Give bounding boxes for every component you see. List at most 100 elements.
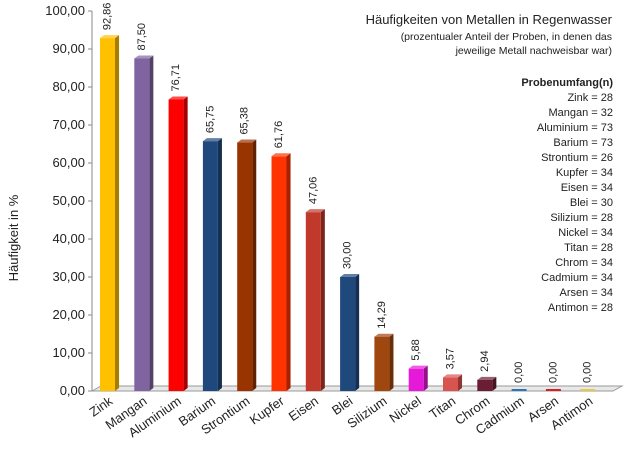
bar-side [286,153,291,391]
legend-title: Probenumfang(n) [521,77,613,89]
bar-top [477,376,497,380]
chart-title: Häufigkeiten von Metallen in Regenwasser [366,12,613,27]
bar-chrom: 2,94 [477,350,497,391]
value-label: 65,38 [239,107,251,135]
y-axis-label: Häufigkeit in % [6,194,21,281]
y-tick-label: 10,00 [52,345,85,360]
bar-eisen: 47,06 [305,177,325,391]
legend-item: Strontium = 26 [541,152,613,164]
bar-titan: 3,57 [443,348,463,391]
bar-front [271,156,287,391]
bar-front [511,389,527,391]
bar-kupfer: 61,76 [271,121,291,391]
bar-front [408,368,424,391]
value-label: 14,29 [376,301,388,329]
value-label: 92,86 [102,3,114,31]
bar-front [202,141,218,391]
chart-subtitle-line-2: jeweilige Metall nachweisbar war) [455,45,612,57]
bar-front [168,99,184,391]
y-tick-label: 70,00 [52,117,85,132]
bar-top [374,333,394,337]
legend-item: Blei = 30 [570,197,613,209]
bar-side [115,35,120,392]
bar-arsen: 0,00 [545,362,561,391]
value-label: 61,76 [273,121,285,149]
legend-item: Mangan = 32 [548,107,613,119]
bar-side [492,376,497,391]
value-label: 3,57 [445,348,457,369]
bar-top [271,153,291,157]
value-label: 2,94 [479,350,491,371]
bar-blei: 30,00 [340,241,360,391]
bar-front [443,377,458,391]
value-label: 30,00 [342,241,354,269]
bar-front [580,389,596,391]
bar-top [340,274,360,277]
bar-top [100,35,120,39]
bar-top [443,374,463,378]
y-tick-label: 50,00 [52,193,85,208]
bar-side [423,365,428,391]
bar-side [355,274,360,391]
y-tick-label: 60,00 [52,155,85,170]
legend-item: Chrom = 34 [555,257,613,269]
value-label: 47,06 [307,177,319,205]
bar-front [134,58,150,391]
bar-front [374,336,390,391]
bar-top [134,55,154,59]
bar-top [408,365,428,369]
y-tick-label: 90,00 [52,41,85,56]
value-label: 0,00 [547,362,559,383]
legend-item: Aluminium = 73 [537,122,613,134]
legend-item: Arsen = 34 [559,287,613,299]
bar-top [202,138,222,142]
chart-subtitle-line-1: (prozentualer Anteil der Proben, in dene… [401,31,612,43]
bar-side [320,209,325,391]
bar-barium: 65,75 [202,106,222,391]
bar-side [252,139,257,391]
bar-side [389,333,394,391]
legend-item: Antimon = 28 [548,302,613,314]
bar-side [149,55,154,391]
bars-group: 92,86 87,50 76,71 65,75 65,38 61,76 47,06 30,00… [100,3,596,392]
bar-front [477,379,493,391]
value-label: 87,50 [136,23,148,51]
y-tick-label: 100,00 [45,3,85,18]
bar-antimon: 0,00 [580,362,596,391]
legend-item: Zink = 28 [567,92,613,104]
bar-top [305,209,325,213]
bar-top [168,96,188,100]
value-label: 0,00 [582,362,594,383]
legend-item: Kupfer = 34 [556,167,613,179]
bar-front [545,389,561,391]
bar-aluminium: 76,71 [168,64,188,391]
bar-zink: 92,86 [100,3,120,392]
value-label: 65,75 [204,106,216,134]
value-label: 0,00 [513,362,525,383]
y-tick-label: 30,00 [52,269,85,284]
bar-front [100,38,115,392]
legend-item: Eisen = 34 [561,182,613,194]
bar-strontium: 65,38 [237,107,257,391]
y-tick-label: 20,00 [52,307,85,322]
bar-side [458,374,463,391]
legend-item: Silizium = 28 [550,212,613,224]
legend-item: Titan = 28 [564,242,613,254]
bar-silizium: 14,29 [374,301,394,391]
value-label: 5,88 [410,339,422,360]
bar-front [305,212,321,391]
y-tick-label: 40,00 [52,231,85,246]
bar-front [237,142,253,391]
bar-side [217,138,222,391]
bar-nickel: 5,88 [408,339,428,391]
y-tick-label: 80,00 [52,79,85,94]
bar-side [183,96,188,391]
value-label: 76,71 [170,64,182,92]
bar-top [237,139,257,143]
bar-mangan: 87,50 [134,23,154,391]
y-tick-label: 0,00 [60,383,85,398]
legend: Probenumfang(n) Zink = 28 Mangan = 32 Alum… [521,77,613,314]
legend-item: Cadmium = 34 [541,272,613,284]
y-axis: 0,00 10,00 20,00 30,00 40,00 50,00 60,00 70,00 8… [45,3,93,398]
